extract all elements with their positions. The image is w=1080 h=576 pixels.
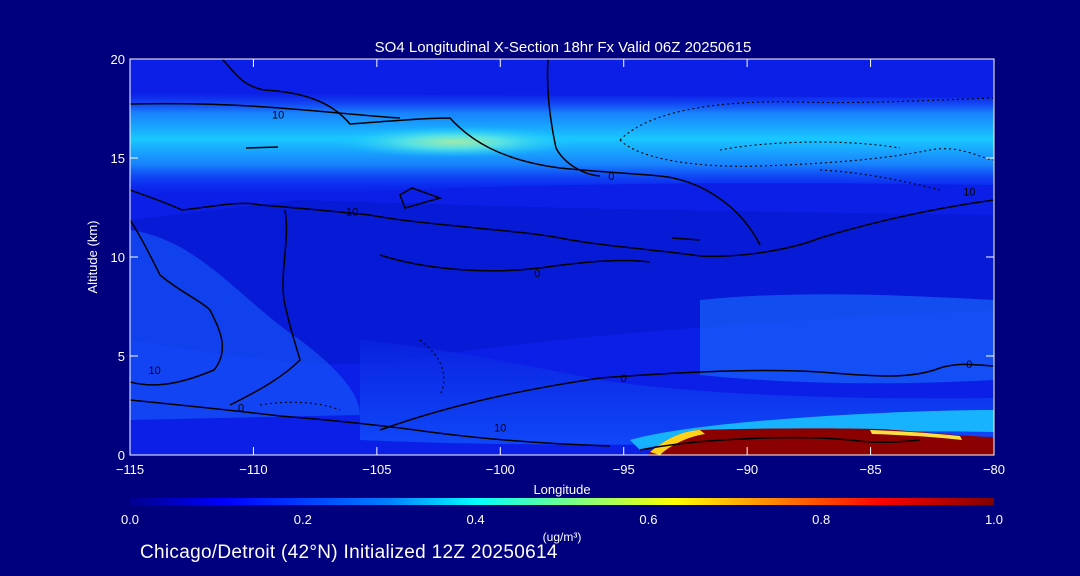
y-tick-label: 10 <box>111 250 125 265</box>
colorbar <box>130 498 994 505</box>
x-tick-label: −100 <box>486 462 515 477</box>
contour-label: 10 <box>963 187 975 199</box>
colorbar-unit-label: (ug/m³) <box>543 530 582 544</box>
solid-contours <box>130 59 994 451</box>
y-axis-label: Altitude (km) <box>85 221 100 294</box>
x-tick-label: −80 <box>983 462 1005 477</box>
contour-label: 10 <box>272 109 284 121</box>
plot-area <box>130 59 994 455</box>
colorbar-tick-label: 0.2 <box>294 512 312 527</box>
contour-label: 10 <box>346 206 358 218</box>
x-tick-label: −105 <box>362 462 391 477</box>
y-tick-label: 0 <box>118 448 125 463</box>
y-tick-label: 20 <box>111 52 125 67</box>
contour-label: 0 <box>621 373 627 385</box>
colorbar-tick-label: 1.0 <box>985 512 1003 527</box>
x-tick-label: −110 <box>239 462 267 477</box>
colorbar-tick-label: 0.6 <box>639 512 657 527</box>
contour-label: 0 <box>966 359 972 371</box>
contour-label: 10 <box>149 365 161 377</box>
contour-labels: 10 0 10 10 0 10 0 0 10 0 <box>149 109 976 434</box>
chart-title: SO4 Longitudinal X-Section 18hr Fx Valid… <box>375 39 752 56</box>
colorbar-tick-label: 0.0 <box>121 512 139 527</box>
contour-label: 0 <box>534 268 540 280</box>
x-tick-label: −115 <box>116 462 144 477</box>
x-tick-label: −85 <box>860 462 882 477</box>
dashed-contours <box>259 97 994 411</box>
colorbar-tick-label: 0.4 <box>467 512 485 527</box>
colorbar-ticks: 0.0 0.2 0.4 0.6 0.8 1.0 <box>121 512 1003 527</box>
y-axis: 0 5 10 15 20 <box>111 52 994 463</box>
colorbar-tick-label: 0.8 <box>812 512 830 527</box>
contour-label: 0 <box>238 402 244 414</box>
x-tick-label: −90 <box>736 462 758 477</box>
contour-label: 0 <box>608 171 614 183</box>
x-tick-label: −95 <box>613 462 635 477</box>
x-axis: −115 −110 −105 −100 −95 −90 −85 −80 <box>116 59 1005 477</box>
x-axis-label: Longitude <box>533 482 590 497</box>
contour-label: 10 <box>494 422 506 434</box>
footer-caption: Chicago/Detroit (42°N) Initialized 12Z 2… <box>140 542 558 563</box>
y-tick-label: 5 <box>118 349 125 364</box>
y-tick-label: 15 <box>111 151 125 166</box>
